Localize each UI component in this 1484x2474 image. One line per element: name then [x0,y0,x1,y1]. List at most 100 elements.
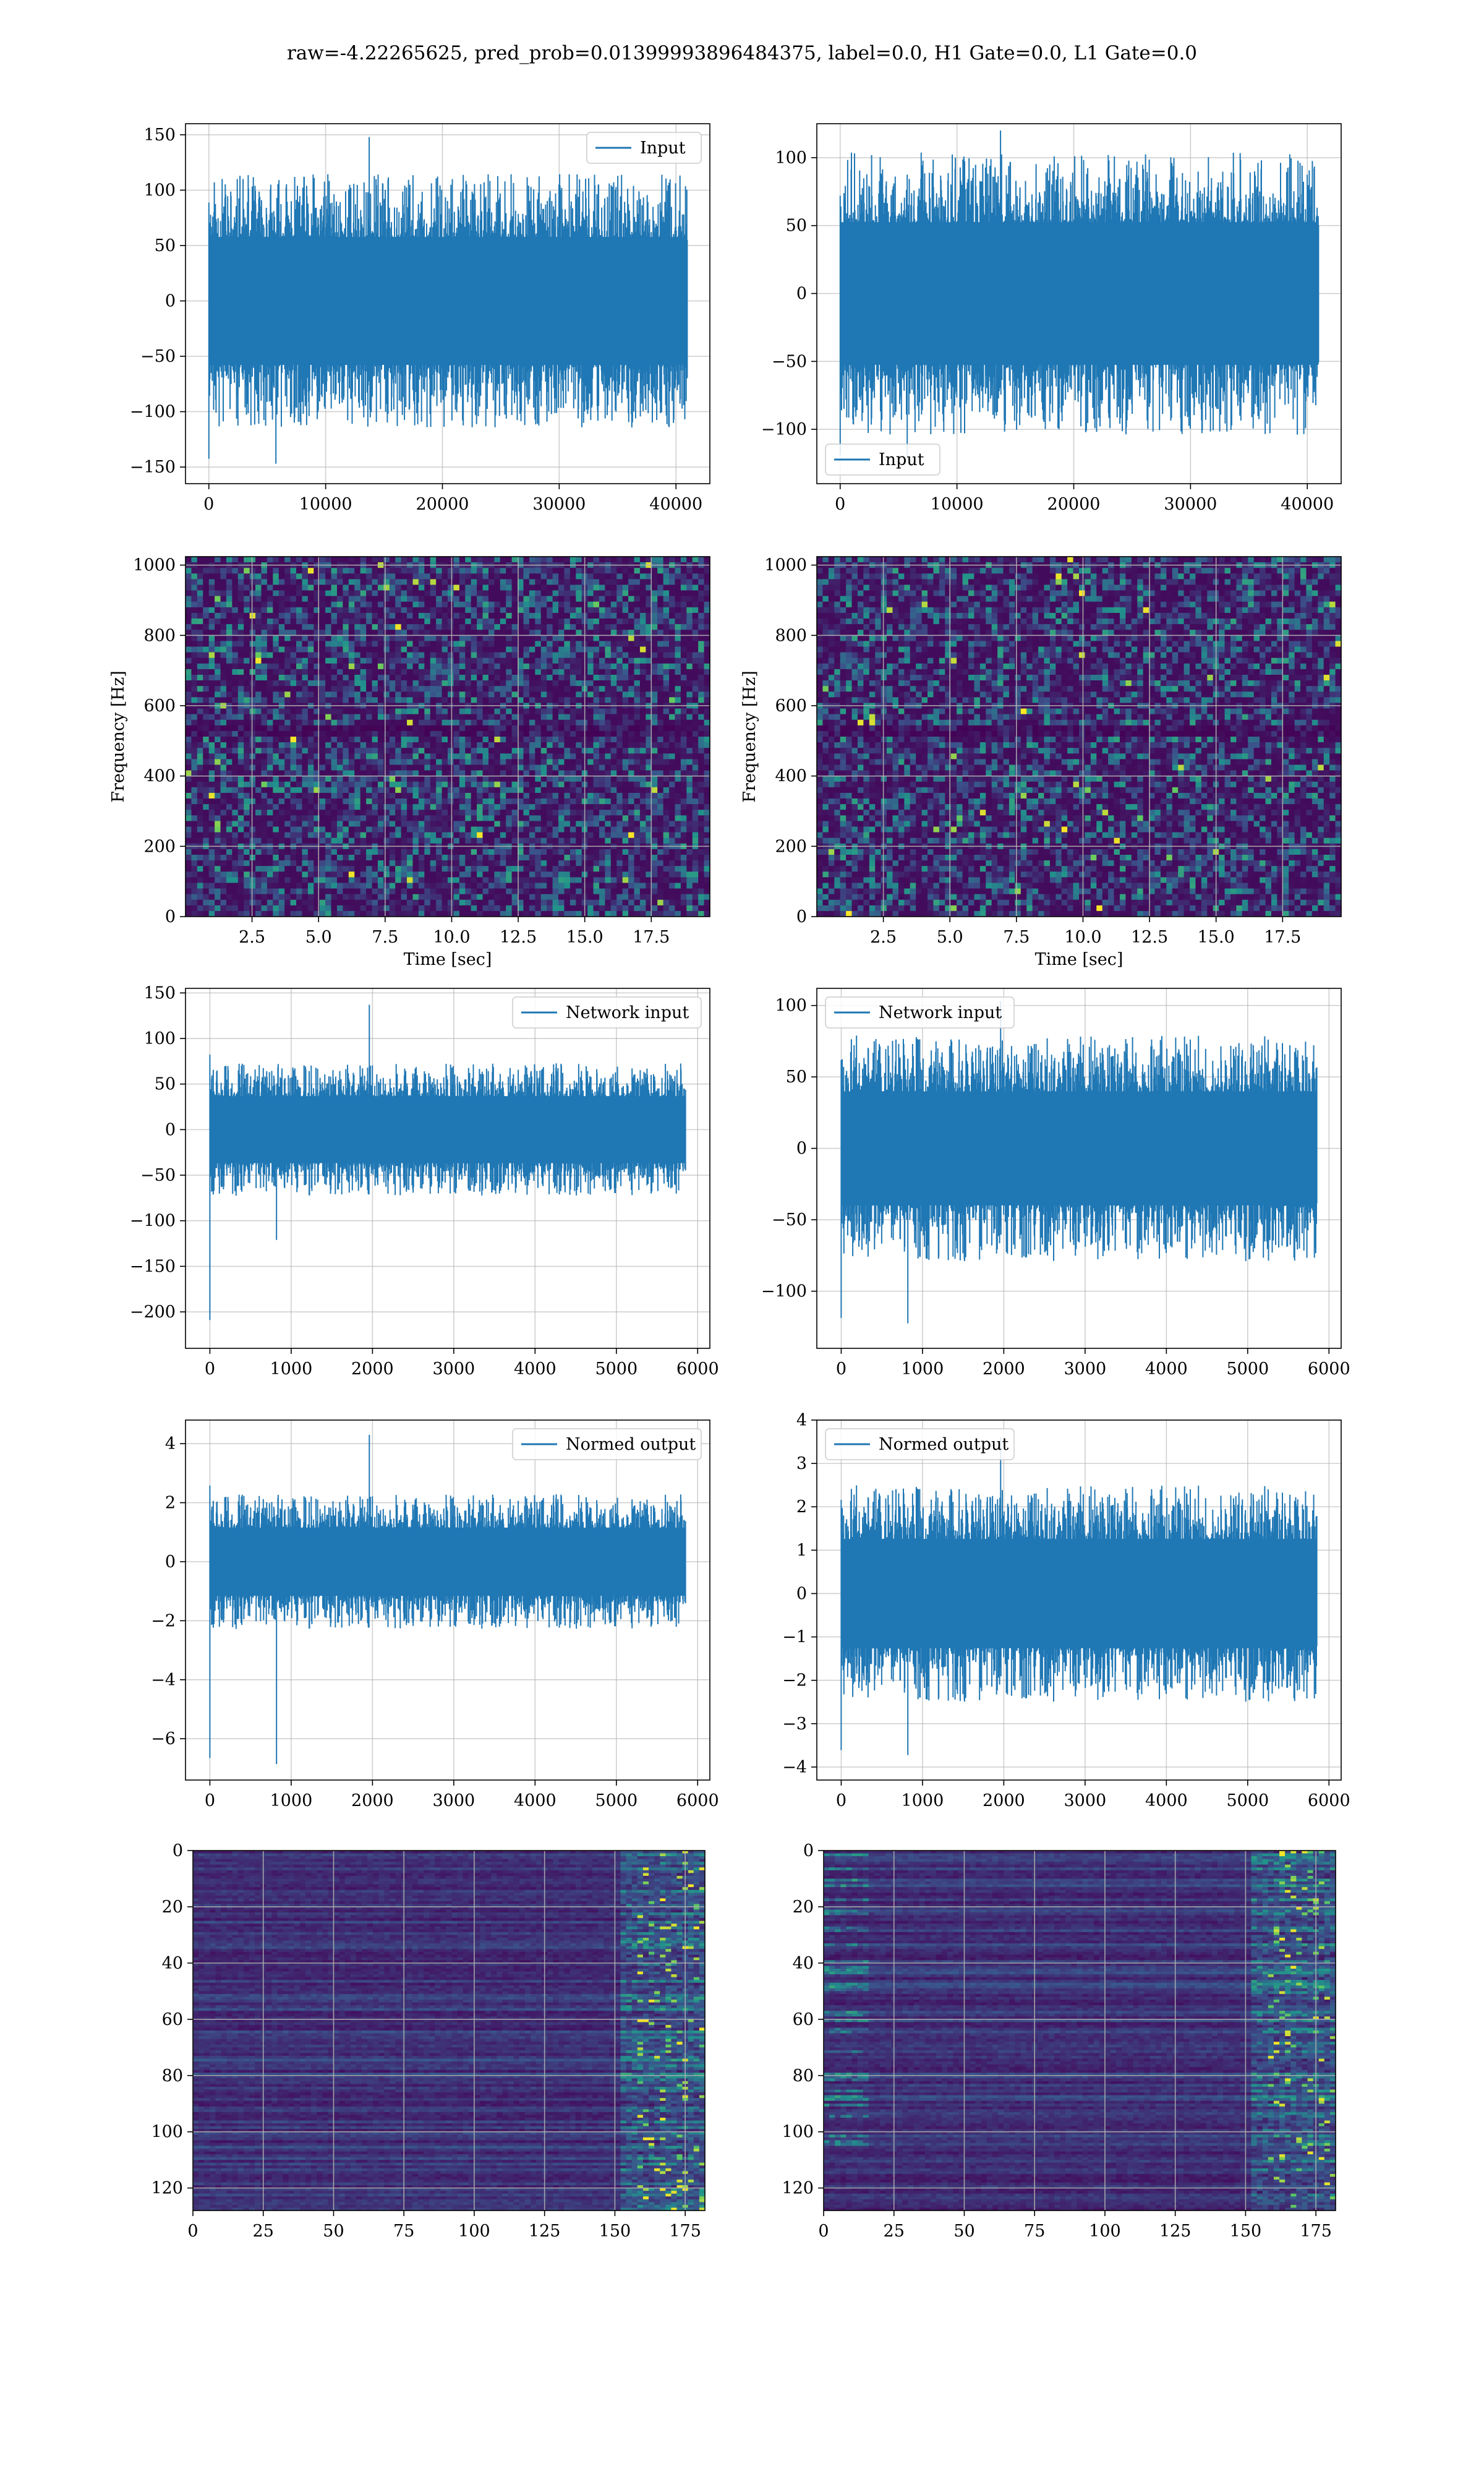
heatmap-cell [430,573,437,580]
heatmap-cell [395,590,402,597]
heatmap-cell [215,759,221,766]
heatmap-cell [395,646,402,653]
heatmap-cell [465,601,472,608]
heatmap-cell [593,810,600,816]
heatmap-cell [494,804,501,810]
heatmap-cell [302,730,309,737]
heatmap-cell [569,635,576,642]
heatmap-cell [605,714,612,721]
heatmap-cell [488,714,495,721]
heatmap-cell [593,748,600,754]
heatmap-cell [430,730,437,737]
heatmap-cell [459,798,466,805]
heatmap-cell [441,612,448,619]
heatmap-cell [459,686,466,692]
heatmap-cell [215,815,221,822]
heatmap-cell [634,826,641,833]
heatmap-cell [377,810,384,816]
heatmap-cell [313,568,320,574]
heatmap-cell [488,624,495,630]
heatmap-cell [663,674,670,681]
heatmap-cell [494,759,501,766]
heatmap-cell [249,725,256,732]
heatmap-cell [529,646,535,653]
heatmap-cell [197,674,203,681]
heatmap-cell [569,810,576,816]
heatmap-cell [226,781,232,788]
heatmap-cell [237,686,244,692]
heatmap-cell [657,770,664,777]
heatmap-cell [186,663,192,670]
heatmap-cell [186,815,192,822]
heatmap-cell [261,686,268,692]
x-tick-label: 0 [203,495,214,514]
heatmap-cell [465,663,472,670]
heatmap-cell [331,832,338,839]
heatmap-cell [237,596,244,602]
heatmap-cell [383,821,390,828]
heatmap-cell [412,686,419,692]
heatmap-cell [197,714,203,721]
heatmap-cell [477,590,484,597]
heatmap-cell [401,776,407,782]
heatmap-cell [412,810,419,816]
heatmap-cell [605,691,612,698]
heatmap-cell [552,646,559,653]
heatmap-cell [389,792,396,799]
heatmap-cell [686,737,693,743]
heatmap-cell [372,680,378,687]
heatmap-cell [622,652,629,659]
heatmap-cell [593,674,600,681]
heatmap-cell [441,568,448,574]
heatmap-cell [261,663,268,670]
heatmap-cell [372,810,378,816]
heatmap-cell [518,764,524,771]
heatmap-cell [383,781,390,788]
heatmap-cell [540,579,547,586]
heatmap-cell [407,792,414,799]
heatmap-cell [366,764,373,771]
heatmap-cell [471,579,477,586]
heatmap-cell [518,742,524,748]
heatmap-cell [616,737,623,743]
heatmap-cell [646,832,652,839]
heatmap-cell [307,573,314,580]
heatmap-cell [441,579,448,586]
heatmap-cell [564,742,571,748]
heatmap-cell [523,568,530,574]
heatmap-cell [616,832,623,839]
heatmap-cell [587,590,594,597]
heatmap-cell [325,753,332,760]
heatmap-cell [576,624,582,630]
heatmap-cell [686,759,693,766]
heatmap-cell [465,810,472,816]
heatmap-cell [477,630,484,636]
heatmap-cell [331,837,338,844]
heatmap-cell [494,573,501,580]
heatmap-cell [651,584,658,591]
heatmap-cell [284,730,291,737]
heatmap-cell [215,804,221,810]
heatmap-cell [377,815,384,822]
heatmap-cell [599,764,605,771]
heatmap-cell [261,854,268,861]
heatmap-cell [360,568,367,574]
heatmap-cell [290,770,297,777]
heatmap-cell [278,725,285,732]
heatmap-cell [535,590,542,597]
heatmap-cell [237,646,244,653]
heatmap-cell [377,652,384,659]
heatmap-cell [675,584,681,591]
heatmap-cell [255,674,262,681]
heatmap-cell [547,657,553,664]
heatmap-cell [232,573,239,580]
heatmap-cell [249,815,256,822]
heatmap-cell [197,787,203,794]
heatmap-cell [669,674,676,681]
heatmap-cell [477,624,484,630]
heatmap-cell [377,584,384,591]
heatmap-cell [278,624,285,630]
heatmap-cell [646,764,652,771]
heatmap-cell [564,579,571,586]
heatmap-cell [535,792,542,799]
